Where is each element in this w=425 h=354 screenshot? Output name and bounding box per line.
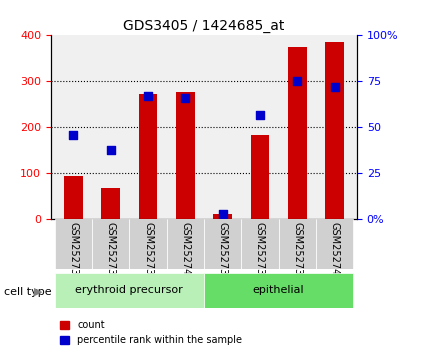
Text: cell type: cell type [4, 287, 52, 297]
FancyBboxPatch shape [279, 219, 316, 269]
Text: GSM252738: GSM252738 [143, 222, 153, 281]
Bar [325, 42, 344, 219]
Text: GSM252741: GSM252741 [330, 222, 340, 281]
Point [144, 93, 151, 99]
FancyBboxPatch shape [241, 219, 279, 269]
Point [70, 132, 77, 138]
Text: GSM252739: GSM252739 [292, 222, 302, 281]
FancyBboxPatch shape [55, 219, 92, 269]
Text: GSM252740: GSM252740 [180, 222, 190, 281]
Text: GSM252734: GSM252734 [68, 222, 78, 281]
Bar [176, 92, 195, 219]
Text: GSM252736: GSM252736 [106, 222, 116, 281]
Point [107, 147, 114, 152]
Bar [102, 188, 120, 219]
Point [331, 84, 338, 90]
Text: erythroid precursor: erythroid precursor [76, 285, 183, 295]
FancyBboxPatch shape [55, 273, 204, 308]
Text: GSM252737: GSM252737 [255, 222, 265, 281]
Text: ▶: ▶ [34, 287, 42, 297]
Text: epithelial: epithelial [253, 285, 304, 295]
FancyBboxPatch shape [167, 219, 204, 269]
Bar [251, 135, 269, 219]
Bar [139, 94, 157, 219]
FancyBboxPatch shape [92, 219, 129, 269]
Bar [288, 47, 306, 219]
Title: GDS3405 / 1424685_at: GDS3405 / 1424685_at [123, 19, 285, 33]
Point [219, 211, 226, 217]
Point [294, 79, 301, 84]
FancyBboxPatch shape [204, 273, 353, 308]
Point [257, 112, 264, 118]
FancyBboxPatch shape [316, 219, 353, 269]
Point [182, 95, 189, 101]
Bar [213, 214, 232, 219]
Bar [64, 176, 83, 219]
FancyBboxPatch shape [129, 219, 167, 269]
Text: GSM252735: GSM252735 [218, 222, 228, 281]
FancyBboxPatch shape [204, 219, 241, 269]
Legend: count, percentile rank within the sample: count, percentile rank within the sample [56, 316, 246, 349]
